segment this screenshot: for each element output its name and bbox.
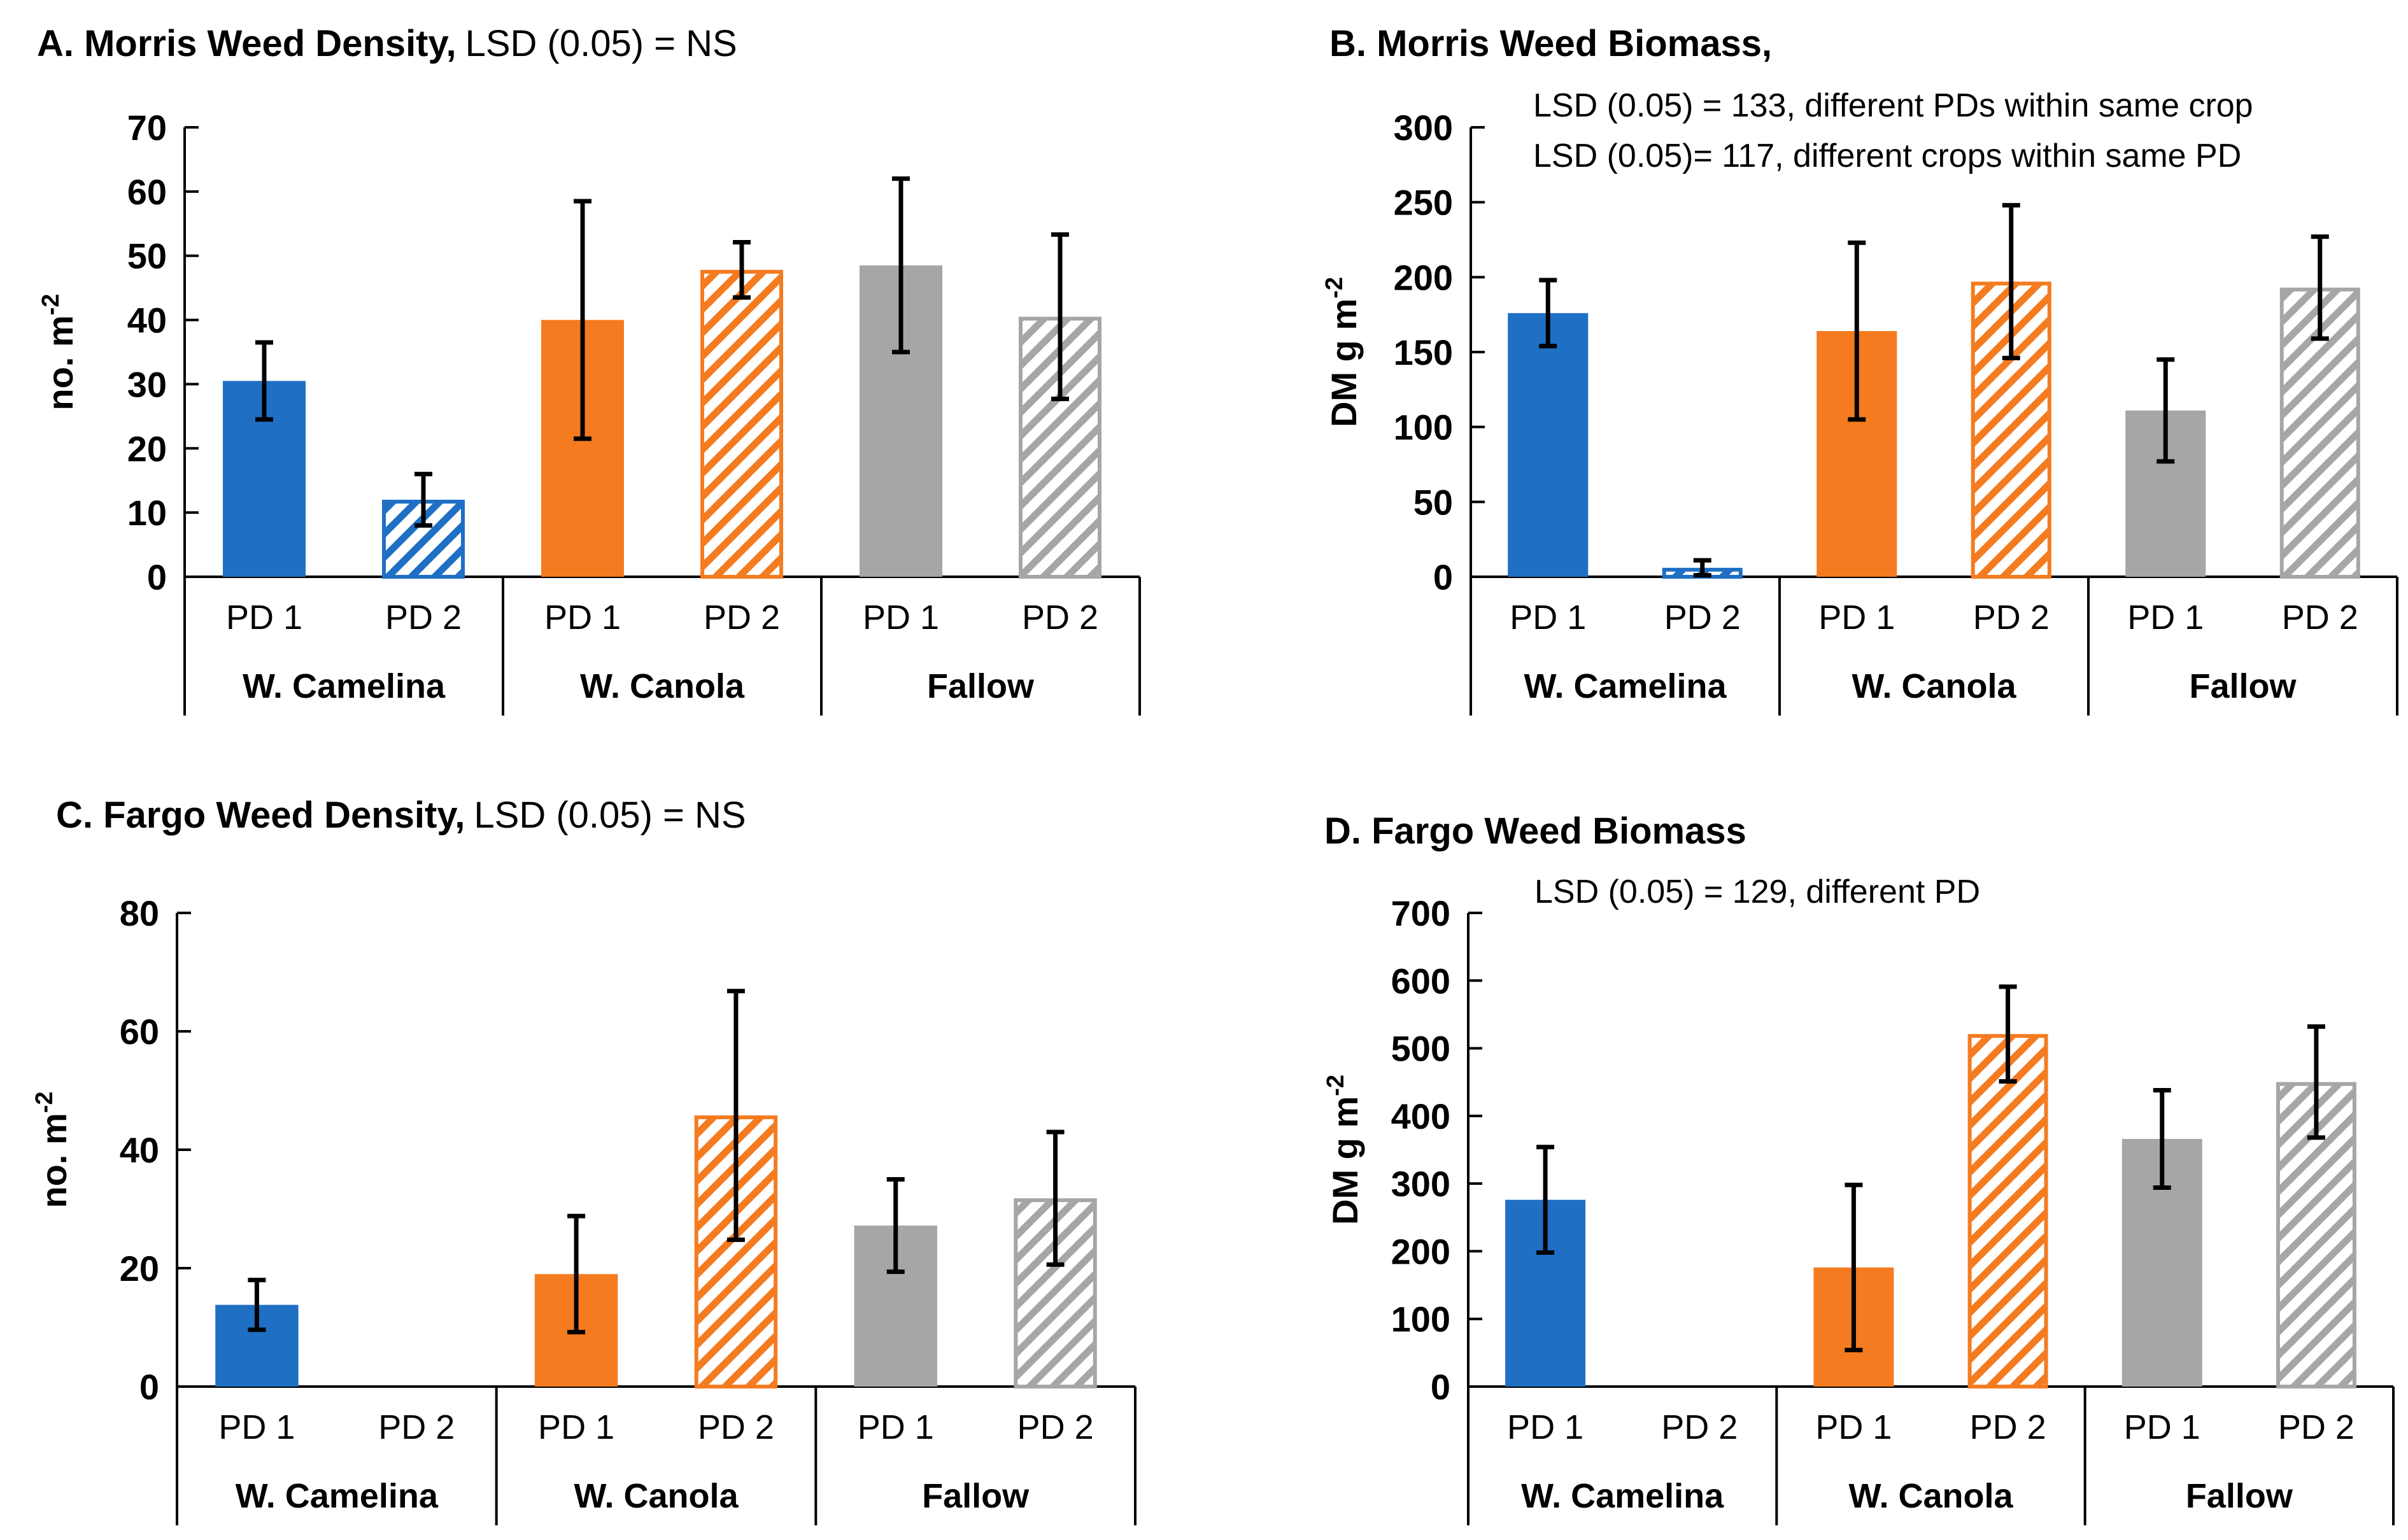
chart-b-note-1: LSD (0.05) = 133, different PDs within s…	[1533, 87, 2253, 124]
chart-c-x-group-label: Fallow	[922, 1477, 1030, 1515]
chart-a-x-group-label: W. Camelina	[243, 667, 446, 705]
chart-b-x-tick-label: PD 2	[1973, 598, 2050, 637]
chart-a-y-label-main: no. m	[40, 315, 80, 410]
chart-d-bar-fallow-pd-2	[2276, 1082, 2356, 1388]
chart-d-note-1: LSD (0.05) = 129, different PD	[1534, 873, 1980, 910]
chart-b-note-2: LSD (0.05)= 117, different crops within …	[1533, 138, 2241, 174]
chart-c-x-tick-label: PD 2	[698, 1408, 774, 1446]
chart-c-x-tick-label: PD 1	[538, 1408, 614, 1446]
chart-d-y-label-sup: -2	[1322, 1075, 1349, 1096]
chart-b-x-group-label: W. Camelina	[1524, 667, 1727, 705]
chart-d-x-group-label: Fallow	[2186, 1477, 2293, 1515]
chart-d-y-tick-label: 300	[1391, 1164, 1450, 1204]
chart-c-y-label-main: no. m	[34, 1113, 74, 1208]
chart-d-y-label: DM g m-2	[1322, 1075, 1365, 1225]
chart-d-y-tick-label: 400	[1391, 1096, 1450, 1136]
chart-c-x-tick-label: PD 2	[1017, 1408, 1094, 1446]
chart-b-bar-w-camelina-pd-1	[1508, 313, 1589, 577]
chart-d-y-tick-label: 0	[1431, 1367, 1450, 1407]
chart-a-y-label-sup: -2	[38, 293, 64, 315]
chart-a-x-tick-label: PD 1	[863, 598, 939, 637]
chart-d-x-tick-label: PD 1	[2124, 1408, 2200, 1446]
chart-a-x-tick-label: PD 1	[226, 598, 302, 637]
chart-b-x-tick-label: PD 1	[2127, 598, 2204, 637]
chart-a: A. Morris Weed Density, LSD (0.05) = NS 0 1…	[37, 23, 1141, 716]
chart-c-x-group-label: W. Canola	[574, 1477, 739, 1515]
chart-c-y-tick-label: 20	[120, 1248, 159, 1289]
chart-c-y-label: no. m-2	[31, 1091, 74, 1208]
chart-c-y-tick-label: 0	[139, 1367, 159, 1407]
chart-c-x-tick-label: PD 1	[858, 1408, 934, 1446]
chart-d-x-tick-label: PD 2	[1970, 1408, 2046, 1446]
chart-d-y-tick-label: 600	[1391, 961, 1450, 1001]
chart-d-y-tick-label: 100	[1391, 1299, 1450, 1339]
chart-c-title: C. Fargo Weed Density, LSD (0.05) = NS	[56, 795, 746, 836]
chart-a-x-group-label: W. Canola	[580, 667, 745, 705]
chart-d-bar-w-canola-pd-2	[1967, 1034, 2048, 1389]
chart-b-x-group-label: W. Canola	[1852, 667, 2016, 705]
chart-a-y-tick-label: 60	[127, 172, 167, 212]
chart-c-x-group-label: W. Camelina	[236, 1477, 439, 1515]
chart-b-x-tick-label: PD 2	[2282, 598, 2358, 637]
chart-d-x-tick-label: PD 2	[2278, 1408, 2355, 1446]
chart-d-x-group-label: W. Camelina	[1521, 1477, 1724, 1515]
chart-c-y-label-sup: -2	[31, 1091, 58, 1113]
chart-a-y-tick-label: 20	[127, 428, 167, 469]
chart-a-x-tick-label: PD 1	[544, 598, 621, 637]
chart-b-y-tick-label: 150	[1394, 332, 1453, 372]
chart-d: D. Fargo Weed Biomass LSD (0.05) = 129, d…	[1322, 810, 2395, 1525]
chart-b-title-bold: B. Morris Weed Biomass,	[1329, 23, 1772, 64]
chart-d-y-tick-label: 500	[1391, 1029, 1450, 1069]
chart-c-y-tick-label: 40	[120, 1130, 159, 1170]
chart-a-title-bold: A. Morris Weed Density,	[37, 23, 457, 64]
chart-b-y-tick-label: 0	[1433, 557, 1453, 597]
chart-a-y-label: no. m-2	[38, 293, 80, 410]
chart-c-title-rest: LSD (0.05) = NS	[474, 795, 746, 836]
chart-a-x-group-label: Fallow	[927, 667, 1035, 705]
chart-a-y-tick-label: 70	[127, 108, 167, 148]
chart-c-y-tick-label: 60	[120, 1012, 159, 1052]
chart-a-x-tick-label: PD 2	[1022, 598, 1098, 637]
chart-b-y-label: DM g m-2	[1321, 277, 1364, 427]
chart-b-y-tick-label: 100	[1394, 407, 1453, 448]
chart-c-x-tick-label: PD 2	[378, 1408, 455, 1446]
chart-d-title-bold: D. Fargo Weed Biomass	[1324, 810, 1746, 852]
chart-d-x-tick-label: PD 1	[1815, 1408, 1892, 1446]
chart-a-y-tick-label: 0	[147, 557, 167, 597]
chart-b-x-tick-label: PD 1	[1818, 598, 1895, 637]
chart-b-y-label-main: DM g m	[1324, 299, 1364, 427]
chart-d-x-group-label: W. Canola	[1848, 1477, 2013, 1515]
chart-b-y-tick-label: 200	[1394, 257, 1453, 297]
chart-a-title: A. Morris Weed Density, LSD (0.05) = NS	[37, 23, 737, 64]
chart-b: B. Morris Weed Biomass, LSD (0.05) = 133,…	[1321, 23, 2398, 716]
chart-c-title-bold: C. Fargo Weed Density,	[56, 795, 465, 836]
chart-a-y-tick-label: 40	[127, 300, 167, 341]
chart-b-y-tick-label: 50	[1413, 482, 1453, 522]
chart-d-y-tick-label: 200	[1391, 1231, 1450, 1271]
chart-d-x-tick-label: PD 1	[1507, 1408, 1583, 1446]
chart-a-x-tick-label: PD 2	[704, 598, 780, 637]
chart-b-x-tick-label: PD 2	[1664, 598, 1741, 637]
chart-b-y-tick-label: 250	[1394, 183, 1453, 223]
chart-c-x-tick-label: PD 1	[218, 1408, 295, 1446]
chart-b-y-label-sup: -2	[1321, 277, 1348, 299]
chart-b-x-group-label: Fallow	[2189, 667, 2297, 705]
chart-d-x-tick-label: PD 2	[1661, 1408, 1738, 1446]
chart-b-x-tick-label: PD 1	[1510, 598, 1586, 637]
chart-a-y-tick-label: 30	[127, 364, 167, 404]
chart-a-x-tick-label: PD 2	[385, 598, 462, 637]
chart-a-bar-w-canola-pd-2	[700, 269, 783, 579]
chart-a-y-tick-label: 50	[127, 236, 167, 276]
chart-d-y-label-main: DM g m	[1325, 1096, 1365, 1225]
chart-a-title-rest: LSD (0.05) = NS	[465, 23, 737, 64]
chart-c: C. Fargo Weed Density, LSD (0.05) = NS 0 20…	[31, 795, 1137, 1525]
chart-a-y-tick-label: 10	[127, 493, 167, 533]
chart-c-y-tick-label: 80	[120, 893, 159, 933]
chart-b-y-tick-label: 300	[1394, 108, 1453, 148]
chart-d-y-tick-label: 700	[1391, 893, 1450, 933]
chart-b-title: B. Morris Weed Biomass,	[1329, 23, 1772, 64]
chart-d-title: D. Fargo Weed Biomass	[1324, 810, 1746, 852]
